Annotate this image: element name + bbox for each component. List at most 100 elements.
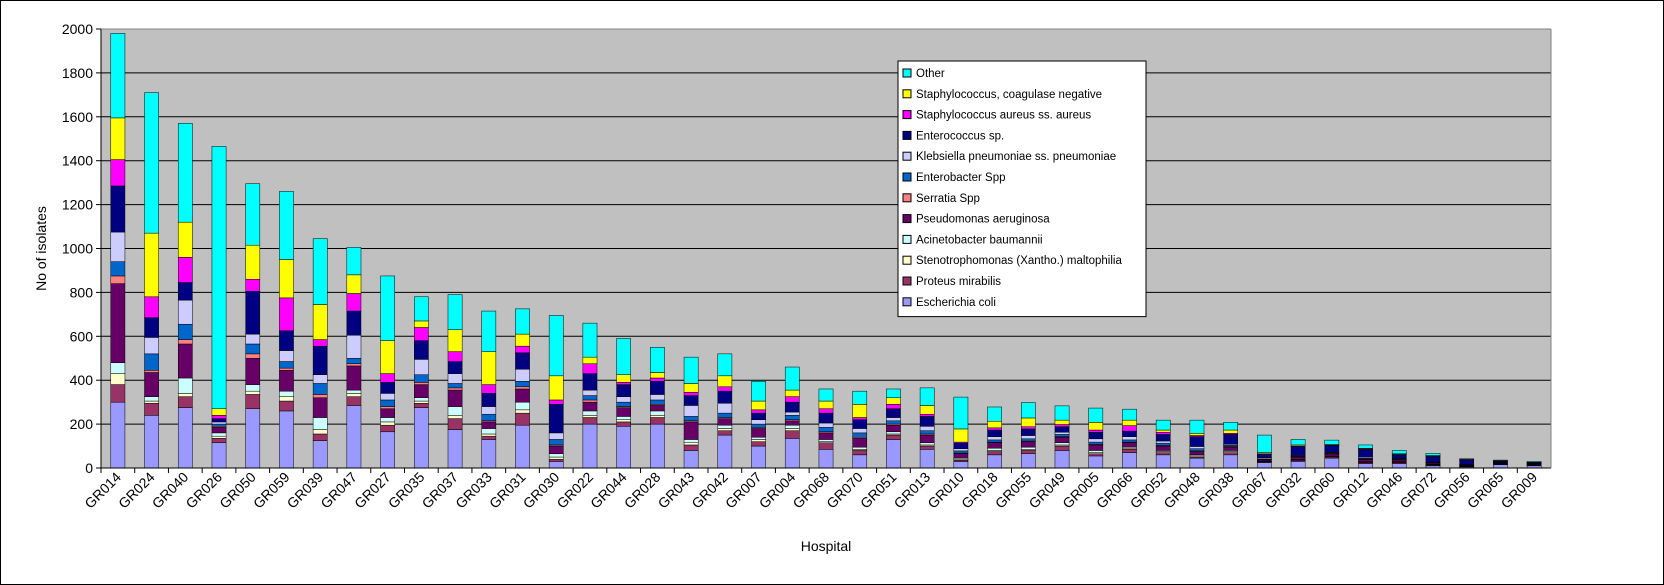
legend-item: Enterococcus sp. <box>902 130 1004 142</box>
y-tick-label: 1000 <box>62 241 93 257</box>
bar-stack-GR037 <box>447 294 463 469</box>
bar-stack-GR048 <box>1189 419 1205 469</box>
bar-segment <box>616 419 632 423</box>
bar-stack-GR068 <box>818 388 834 469</box>
bar-segment <box>380 417 395 423</box>
x-tick-label: GR059 <box>250 469 293 512</box>
bar-segment <box>751 437 766 440</box>
bar-segment <box>616 407 632 417</box>
bar-segment <box>380 275 395 341</box>
bar-stack-GR010 <box>953 396 969 469</box>
bar-segment <box>279 410 294 469</box>
x-tick-label: GR055 <box>992 469 1035 512</box>
bar-segment <box>1088 450 1104 453</box>
bar-segment <box>515 368 530 382</box>
bar-segment <box>650 347 665 373</box>
bar-segment <box>515 412 530 426</box>
bar-segment <box>1054 424 1070 427</box>
bar-segment <box>447 361 463 374</box>
bar-segment <box>683 421 699 440</box>
bar-segment <box>582 417 598 425</box>
bar-stack-GR030 <box>548 315 564 469</box>
bar-segment <box>548 399 564 405</box>
bar-segment <box>717 390 733 404</box>
bar-segment <box>548 458 564 462</box>
bar-segment <box>852 446 868 450</box>
bar-segment <box>245 353 261 359</box>
bar-segment <box>1155 440 1171 444</box>
bar-segment <box>548 445 564 454</box>
x-tick-label: GR068 <box>789 469 832 512</box>
bar-stack-GR060 <box>1324 439 1340 469</box>
bar-segment <box>1088 455 1104 469</box>
bar-segment <box>1189 446 1205 449</box>
bar-segment <box>447 351 463 362</box>
bar-segment <box>650 423 665 469</box>
legend-swatch <box>902 255 912 265</box>
bar-stack-GR007 <box>751 381 766 469</box>
bar-segment <box>245 384 261 392</box>
bar-segment <box>582 410 598 416</box>
y-tick-label: 1800 <box>62 65 93 81</box>
bar-segment <box>346 389 362 394</box>
bar-segment <box>515 401 530 411</box>
bar-segment <box>1189 448 1205 452</box>
bar-stack-GR056 <box>1459 458 1475 469</box>
bar-segment <box>481 428 497 435</box>
bar-stack-GR049 <box>1054 405 1070 469</box>
bar-segment <box>1459 458 1475 460</box>
bar-segment <box>1391 463 1407 469</box>
bar-segment <box>717 375 733 388</box>
bar-stack-GR072 <box>1425 453 1441 469</box>
bar-segment <box>346 365 362 391</box>
bar-segment <box>1391 459 1407 462</box>
bar-stack-GR044 <box>616 338 632 469</box>
bar-segment <box>1459 459 1475 465</box>
bar-segment <box>481 421 497 429</box>
bar-segment <box>279 297 294 332</box>
bar-segment <box>177 282 193 301</box>
axes <box>100 28 1552 469</box>
bar-segment <box>211 435 227 439</box>
bar-segment <box>1223 454 1238 469</box>
x-tick-label: GR024 <box>115 469 158 512</box>
bar-segment <box>481 384 497 394</box>
bar-segment <box>1020 417 1036 427</box>
y-tick-label: 600 <box>70 328 94 344</box>
bar-segment <box>110 231 126 262</box>
bar-segment <box>515 388 530 403</box>
bar-segment <box>987 420 1002 429</box>
bar-segment <box>1020 435 1036 440</box>
bar-segment <box>346 334 362 359</box>
bar-segment <box>481 351 497 385</box>
bar-segment <box>784 411 800 416</box>
bar-segment <box>346 274 362 294</box>
bar-stack-GR004 <box>784 366 800 469</box>
bar-segment <box>515 424 530 469</box>
bar-segment <box>1358 463 1373 469</box>
bar-segment <box>1290 461 1306 469</box>
legend-label: Other <box>916 68 945 80</box>
bar-segment <box>1020 450 1036 454</box>
legend-item: Proteus mirabilis <box>902 276 1001 288</box>
x-tick-label: GR012 <box>1329 469 1372 512</box>
bar-segment <box>987 427 1002 431</box>
bar-segment <box>548 456 564 460</box>
bar-segment <box>380 399 395 407</box>
bar-segment <box>211 418 227 423</box>
bar-segment <box>312 440 328 469</box>
bar-segment <box>717 412 733 418</box>
bar-segment <box>548 439 564 446</box>
bar-segment <box>1020 402 1036 419</box>
bar-segment <box>1122 442 1137 448</box>
bar-segment <box>852 432 868 438</box>
bar-segment <box>582 322 598 358</box>
bar-segment <box>1054 450 1070 469</box>
bar-segment <box>1324 453 1340 457</box>
bar-segment <box>582 395 598 401</box>
bar-segment <box>548 453 564 458</box>
y-axis-title: No of isolates <box>33 206 49 291</box>
bar-segment <box>582 401 598 412</box>
bar-segment <box>1088 422 1104 431</box>
bar-segment <box>481 439 497 469</box>
